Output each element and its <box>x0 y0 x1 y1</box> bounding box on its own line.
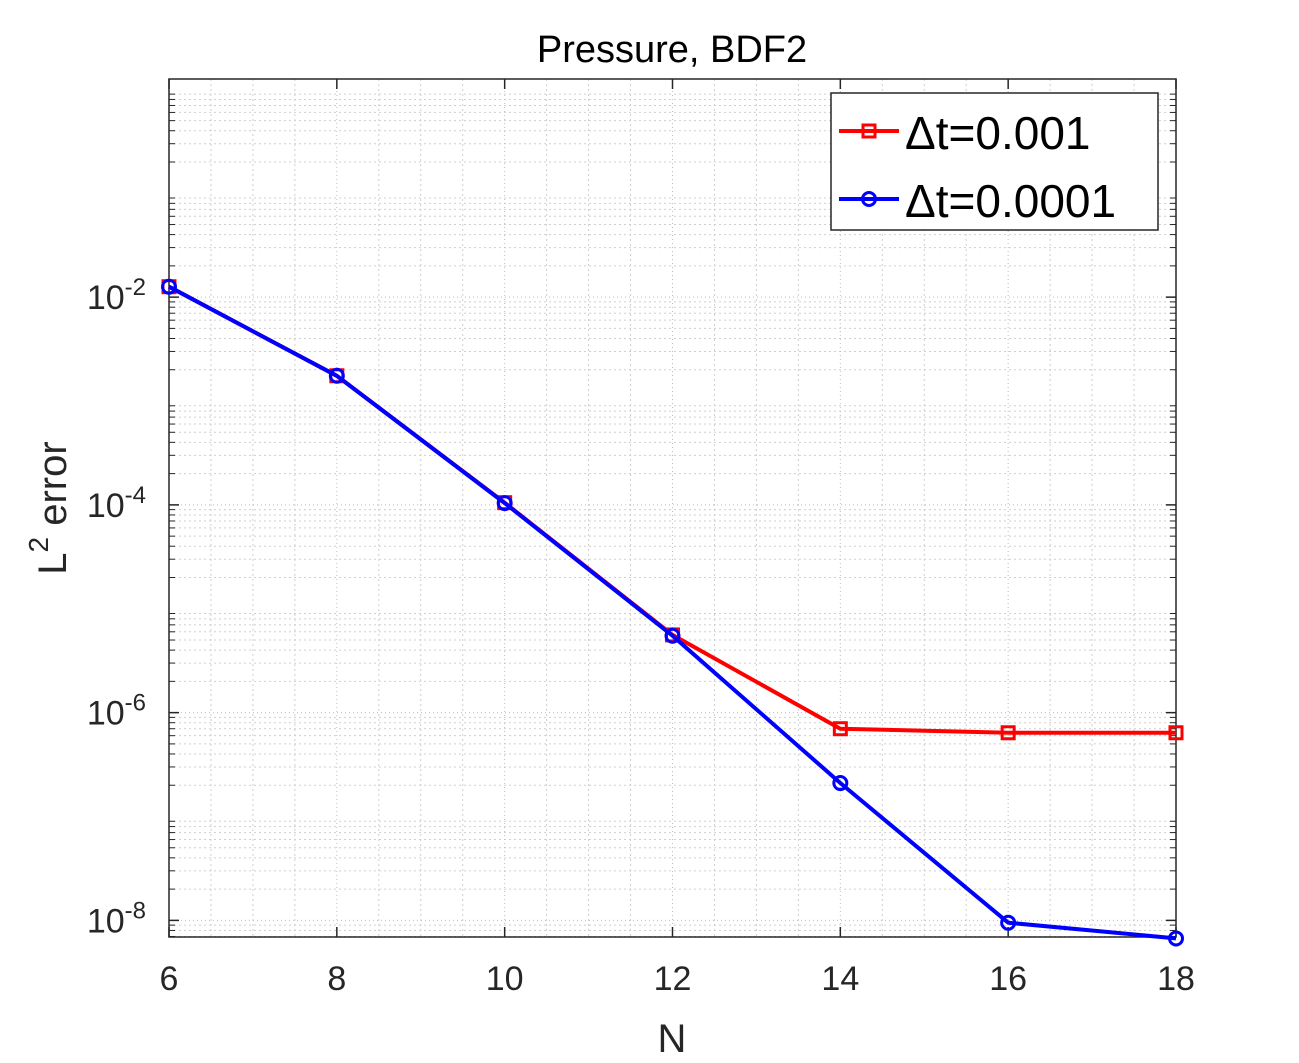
series-layer <box>161 278 1184 947</box>
y-axis-title-superscript: 2 <box>23 537 54 553</box>
legend-label-series-2: Δt=0.0001 <box>905 175 1116 227</box>
x-tick-label: 14 <box>821 960 859 998</box>
series-line-2 <box>168 284 1177 941</box>
y-tick-label-exponent: -8 <box>125 897 146 924</box>
data-point-circle <box>1000 914 1017 931</box>
legend-box <box>830 92 1159 231</box>
data-point-square <box>1000 725 1016 741</box>
data-point-circle <box>664 627 681 644</box>
x-axis-title: N <box>658 1017 687 1061</box>
x-tick-label: 8 <box>327 960 346 998</box>
x-tick-labels: 6 8 10 12 14 16 18 <box>160 960 1195 998</box>
y-axis-title-suffix: error <box>31 441 75 537</box>
axis-ticks <box>168 79 1177 937</box>
y-tick-label: 10-8 <box>87 897 146 940</box>
x-tick-label: 6 <box>160 960 179 998</box>
y-tick-label: 10-2 <box>87 274 146 317</box>
data-point-square <box>1168 725 1184 741</box>
y-tick-label-base: 10 <box>87 695 125 733</box>
x-tick-label: 16 <box>989 960 1027 998</box>
series-2 <box>161 278 1184 947</box>
data-point-circle <box>161 278 177 295</box>
data-point-circle <box>328 367 345 384</box>
y-axis-title-base: L <box>31 552 75 574</box>
chart-title: Pressure, BDF2 <box>537 29 807 71</box>
y-tick-label-exponent: -6 <box>125 690 146 717</box>
y-tick-label: 10-6 <box>87 690 146 733</box>
data-point-circle <box>1168 930 1184 947</box>
y-tick-label-exponent: -2 <box>125 274 146 301</box>
y-axis-title: L2 error <box>23 441 75 574</box>
y-tick-label-exponent: -4 <box>125 482 146 509</box>
y-tick-label-base: 10 <box>87 487 125 525</box>
y-tick-label: 10-4 <box>87 482 146 525</box>
data-point-circle <box>832 775 849 792</box>
y-tick-labels: 10-210-410-610-8 <box>87 274 146 940</box>
legend: Δt=0.001 Δt=0.0001 <box>830 92 1159 231</box>
x-tick-label: 18 <box>1157 960 1195 998</box>
y-tick-label-base: 10 <box>87 279 125 317</box>
data-point-square <box>832 721 848 737</box>
x-tick-label: 12 <box>654 960 692 998</box>
minor-grid <box>169 79 1176 937</box>
legend-marker-series-1 <box>861 123 877 139</box>
legend-label-series-1: Δt=0.001 <box>905 107 1090 159</box>
data-point-circle <box>496 495 513 512</box>
y-tick-label-base: 10 <box>87 902 125 940</box>
x-tick-label: 10 <box>486 960 524 998</box>
legend-marker-series-2 <box>861 191 877 207</box>
